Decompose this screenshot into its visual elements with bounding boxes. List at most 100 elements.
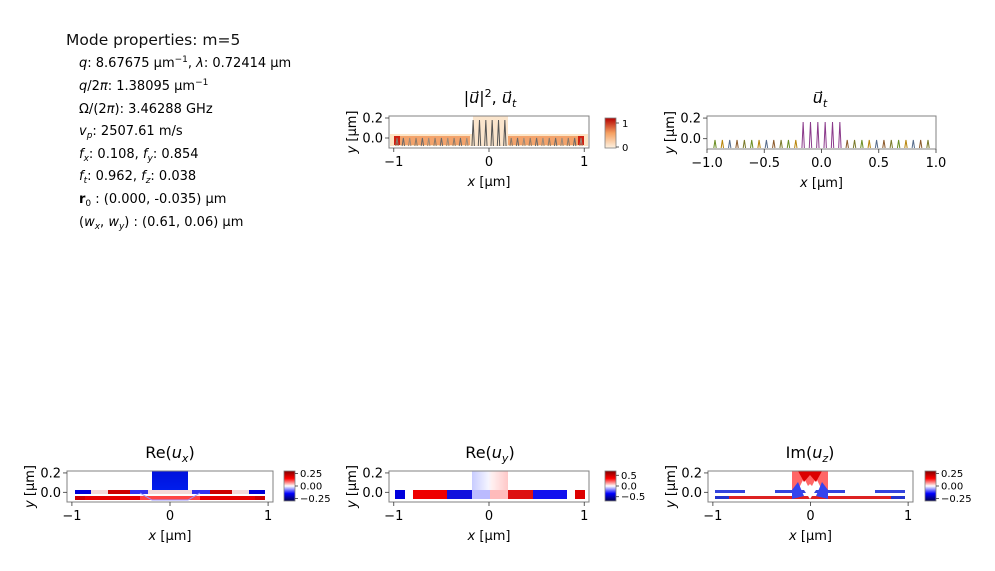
colorbar-tick-label: −0.25 [300, 494, 331, 505]
x-tick-label: −1 [62, 509, 81, 524]
x-axis-label: x [µm] [467, 175, 511, 190]
x-tick-label: 1.0 [926, 156, 947, 171]
plot-frame [706, 115, 937, 150]
panel-intensity: |u⃗|2, u⃗t −1 0 1 0.0 0.2 x [µm] y [µm] 1 0 [345, 87, 628, 190]
x-tick-label: −1 [703, 509, 722, 524]
axes: −1.0 −0.5 0.0 0.5 1.0 0.0 0.2 x [µm] y [µm] [663, 111, 946, 191]
displacement-arrow [414, 137, 418, 147]
displacement-arrow [838, 121, 842, 149]
colorbar-tick-label: 0.25 [941, 469, 963, 480]
displacement-arrow [452, 137, 456, 147]
displacement-arrow [720, 139, 725, 149]
property-line: Ω/(2π): 3.46288 GHz [79, 102, 213, 117]
panel-title: Re(uy) [465, 443, 514, 465]
x-tick-label: 1 [904, 509, 912, 524]
x-tick-label: −1 [384, 509, 403, 524]
property-line: q: 8.67675 µm−1, λ: 0.72414 µm [79, 55, 291, 71]
displacement-arrow [750, 139, 754, 149]
displacement-arrow [779, 139, 783, 149]
colorbar: 1 0 [604, 117, 628, 154]
colorbar-gradient [924, 470, 937, 502]
displacement-arrow [433, 137, 437, 147]
y-axis-label: y [µm] [664, 465, 679, 509]
colorbar-gradient [283, 470, 296, 502]
displacement-arrow [860, 139, 864, 149]
displacement-arrow [522, 137, 526, 147]
axes: −1 0 1 0.0 0.2 x [µm] y [µm] [345, 111, 588, 190]
displacement-arrow [477, 119, 482, 147]
x-tick-label: −1.0 [691, 156, 723, 171]
displacement-arrow [490, 119, 494, 147]
x-axis-label: x [µm] [788, 529, 832, 544]
x-tick-label: −1 [384, 155, 403, 170]
panel-title: Re(ux) [145, 443, 194, 465]
y-axis-label: y [µm] [663, 111, 678, 155]
displacement-arrow [503, 119, 507, 147]
x-tick-label: −0.5 [748, 156, 780, 171]
displacement-arrow [484, 119, 488, 147]
x-tick-label: 0 [485, 155, 493, 170]
displacement-arrow [439, 137, 444, 147]
displacement-arrows [713, 121, 930, 149]
displacement-arrow [420, 137, 425, 147]
x-tick-label: 1 [264, 509, 272, 524]
property-line: (wx, wy) : (0.61, 0.06) µm [79, 215, 243, 232]
displacement-arrow [547, 137, 551, 147]
displacement-arrow [926, 139, 930, 149]
displacement-arrow [713, 139, 717, 149]
colorbar: 0.25 0.00−0.25 [924, 469, 972, 505]
displacement-arrow [764, 139, 769, 149]
displacement-arrow [896, 139, 901, 149]
y-tick-label: 0.0 [680, 132, 701, 147]
panel-title: u⃗t [813, 88, 828, 110]
displacement-arrow [458, 137, 463, 147]
x-tick-label: 0 [806, 509, 814, 524]
y-tick-label: 0.2 [362, 112, 383, 127]
x-tick-label: 0.5 [868, 156, 889, 171]
panel-re-uy: Re(uy) −1 0 10.00.2x [µm]y [µm] 0.50.0−0.5 [345, 443, 645, 544]
displacement-arrow [867, 139, 871, 149]
panel-title: Im(uz) [786, 443, 835, 465]
displacement-arrow [727, 139, 732, 149]
displacement-arrow [427, 137, 431, 147]
y-tick-label: 0.2 [40, 466, 61, 481]
displacement-arrow [757, 139, 761, 149]
displacement-arrow [446, 137, 450, 147]
property-line: fx: 0.108, fy: 0.854 [79, 147, 199, 164]
displacement-arrow [882, 139, 886, 149]
mode-properties: Mode properties: m=5 q: 8.67675 µm−1, λ:… [66, 31, 291, 232]
panel-im-uz: Im(uz) −1 0 1 0.0 0.2 x [µm] y [µm] 0.25 0.00−0… [664, 443, 972, 544]
x-axis-label: x [µm] [467, 529, 511, 544]
panel-re-ux: Re(ux) −1 0 1 0.0 0.2 x [µm] y [µm] 0.25 0.00−0… [23, 443, 331, 544]
displacement-arrow [541, 137, 545, 147]
colorbar-tick-label: 1 [622, 119, 628, 130]
colorbar-tick-label: −0.25 [941, 494, 972, 505]
colorbar-tick-label: −0.5 [621, 492, 645, 503]
x-tick-label: 1 [580, 509, 588, 524]
displacement-arrow [816, 121, 820, 149]
displacement-arrow [823, 121, 827, 149]
displacement-arrow [772, 139, 776, 149]
displacement-arrow [794, 139, 798, 149]
properties-title: Mode properties: m=5 [66, 31, 240, 49]
displacement-arrow [566, 137, 571, 147]
axes: −1 0 1 0.0 0.2 x [µm] y [µm] [664, 465, 912, 544]
heatmap-im-uz [708, 471, 913, 502]
colorbar: 0.50.0−0.5 [604, 470, 645, 503]
property-line: vp: 2507.61 m/s [79, 124, 183, 141]
displacement-arrow [395, 137, 399, 147]
displacement-arrow [579, 137, 583, 147]
displacement-arrow [572, 137, 577, 147]
y-tick-label: 0.2 [681, 466, 702, 481]
colorbar-tick-label: 0.5 [621, 471, 637, 482]
displacement-arrow [830, 121, 835, 149]
displacement-arrow [515, 137, 520, 147]
x-axis-label: x [µm] [799, 176, 843, 191]
displacement-arrow [808, 121, 813, 149]
property-line: q/2π: 1.38095 µm−1 [79, 78, 208, 94]
displacement-arrow [852, 139, 857, 149]
y-tick-label: 0.0 [362, 486, 383, 501]
heatmap-re-ux [68, 471, 272, 502]
displacement-arrow [465, 137, 469, 147]
